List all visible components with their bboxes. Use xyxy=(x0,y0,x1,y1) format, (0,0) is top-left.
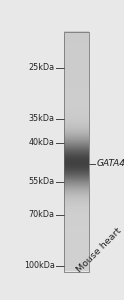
Text: 40kDa: 40kDa xyxy=(29,138,55,147)
Text: 55kDa: 55kDa xyxy=(28,177,55,186)
Text: 70kDa: 70kDa xyxy=(29,210,55,219)
Text: GATA4: GATA4 xyxy=(97,159,124,168)
Text: 25kDa: 25kDa xyxy=(28,63,55,72)
Text: Mouse heart: Mouse heart xyxy=(76,226,124,274)
Text: 35kDa: 35kDa xyxy=(29,114,55,123)
Text: 100kDa: 100kDa xyxy=(24,261,55,270)
